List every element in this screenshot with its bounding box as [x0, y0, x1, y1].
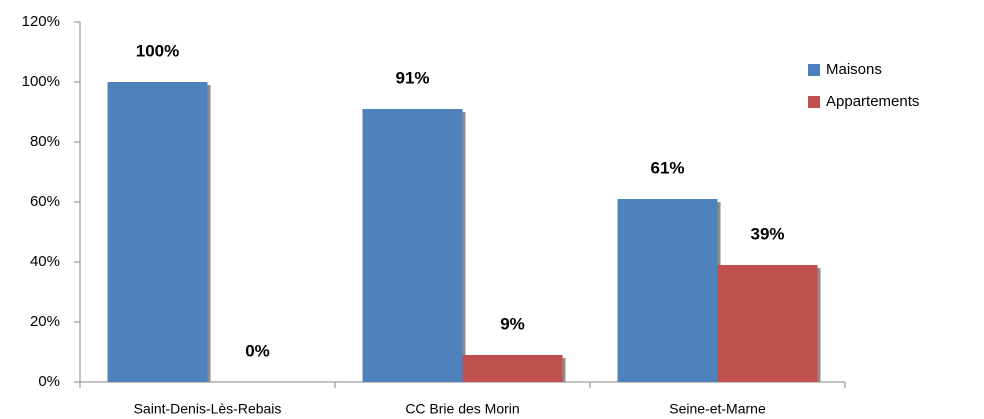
legend-label: Maisons — [826, 61, 882, 78]
y-tick-label: 40% — [30, 253, 60, 270]
legend-swatch — [808, 64, 820, 76]
value-label: 39% — [750, 224, 784, 243]
legend-swatch — [808, 96, 820, 108]
bar — [617, 199, 718, 382]
bar — [462, 355, 563, 382]
y-tick-label: 80% — [30, 133, 60, 150]
legend-label: Appartements — [826, 93, 919, 110]
x-tick-label: Saint-Denis-Lès-Rebais — [134, 401, 282, 417]
y-tick-label: 0% — [38, 373, 60, 390]
value-label: 91% — [395, 68, 429, 87]
y-tick-label: 120% — [22, 13, 60, 30]
bar — [107, 82, 208, 382]
y-tick-label: 60% — [30, 193, 60, 210]
y-tick-label: 20% — [30, 313, 60, 330]
bar — [362, 109, 463, 382]
value-label: 61% — [650, 158, 684, 177]
value-label: 100% — [136, 41, 179, 60]
x-tick-label: Seine-et-Marne — [669, 401, 766, 417]
y-tick-label: 100% — [22, 73, 60, 90]
value-label: 9% — [500, 314, 525, 333]
bar — [717, 265, 818, 382]
value-label: 0% — [245, 341, 270, 360]
x-tick-label: CC Brie des Morin — [405, 401, 519, 417]
